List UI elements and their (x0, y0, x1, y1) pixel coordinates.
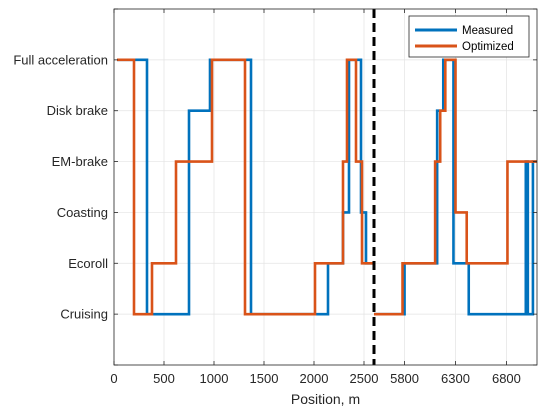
x-tick-label: 1000 (200, 371, 229, 386)
x-tick-labels: 0 500 1000 1500 2000 2500 5800 6300 6800 (110, 371, 521, 386)
y-tick-label: Ecoroll (68, 256, 108, 271)
x-tick-label: 6800 (492, 371, 521, 386)
x-tick-label: 0 (110, 371, 117, 386)
x-axis-label: Position, m (291, 391, 360, 407)
x-tick-label: 2500 (350, 371, 379, 386)
legend-label-optimized: Optimized (462, 41, 514, 53)
x-tick-label: 6300 (441, 371, 470, 386)
y-tick-label: Full acceleration (13, 52, 108, 67)
ticks (113, 8, 537, 366)
series-lines (117, 58, 537, 316)
plot-area (114, 9, 537, 365)
legend-box (408, 15, 530, 58)
x-tick-label: 5800 (390, 371, 419, 386)
legend-label-measured: Measured (462, 25, 513, 37)
y-tick-labels: Cruising Ecoroll Coasting EM-brake Disk brak… (13, 52, 108, 321)
y-tick-label: Coasting (57, 205, 108, 220)
x-tick-label: 1500 (250, 371, 279, 386)
y-tick-label: Cruising (60, 307, 108, 322)
y-tick-label: EM-brake (52, 154, 108, 169)
series-line-optimized-part2 (374, 58, 537, 316)
y-tick-label: Disk brake (47, 103, 108, 118)
x-tick-label: 500 (153, 371, 175, 386)
x-tick-label: 2000 (300, 371, 329, 386)
legend: Measured Optimized (408, 15, 530, 58)
series-line-optimized-part1 (117, 58, 374, 316)
plot-frame (113, 8, 538, 366)
